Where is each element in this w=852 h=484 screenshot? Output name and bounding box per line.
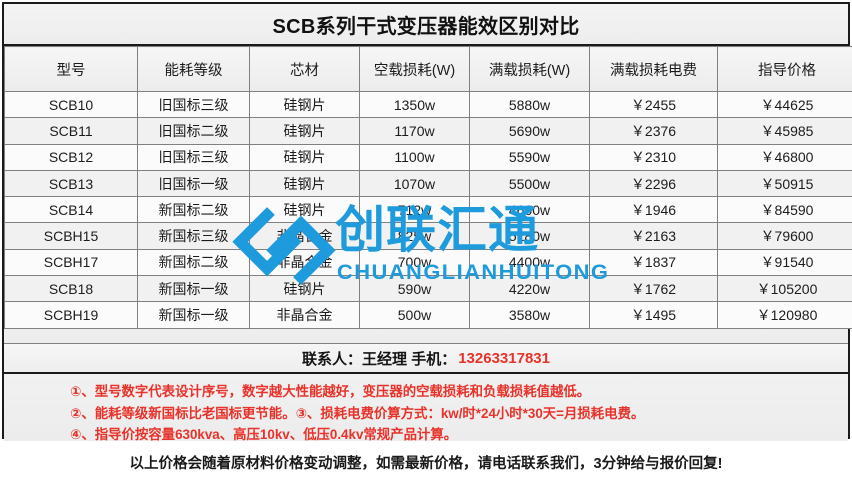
- cell-losscost: ￥2455: [589, 90, 718, 119]
- notes-block: ①、型号数字代表设计序号，数字越大性能越好，变压器的空载损耗和负载损耗值越低。 …: [4, 374, 848, 442]
- cell-model: SCB11: [4, 117, 138, 145]
- cell-price: ￥91540: [717, 248, 852, 277]
- disclaimer-text: 以上价格会随着原材料价格变动调整，如需最新价格，请电话联系我们，3分钟给与报价回…: [129, 456, 723, 472]
- cell-core: 硅钢片: [249, 90, 360, 119]
- cell-grade: 新国标二级: [137, 248, 250, 277]
- contact-label: 联系人：王经理 手机：: [302, 350, 457, 368]
- contact-row: 联系人：王经理 手机： 13263317831: [4, 343, 848, 374]
- cell-price: ￥45985: [717, 117, 852, 145]
- column-header-losscost: 满载损耗电费: [589, 46, 718, 92]
- table-row: SCB12 旧国标三级 硅钢片 1100w 5590w ￥2310 ￥46800: [4, 143, 852, 171]
- cell-grade: 旧国标二级: [137, 117, 250, 145]
- note-line-3: ④、指导价按容量630kva、高压10kv、低压0.4kv常规产品计算。: [70, 427, 458, 442]
- cell-fullload: 5590w: [469, 143, 590, 171]
- cell-price: ￥46800: [717, 143, 852, 171]
- column-header-core: 芯材: [249, 46, 360, 92]
- cell-grade: 新国标一级: [137, 301, 250, 329]
- cell-fullload: 4220w: [469, 275, 590, 303]
- cell-model: SCBH15: [4, 222, 138, 250]
- note-line-1: ①、型号数字代表设计序号，数字越大性能越好，变压器的空载损耗和负载损耗值越低。: [70, 384, 591, 399]
- cell-losscost: ￥1762: [589, 275, 718, 303]
- table-row: SCB14 新国标二级 硅钢片 712w 4660w ￥1946 ￥84590: [4, 196, 852, 224]
- note-line-2: ②、能耗等级新国标比老国标更节能。③、损耗电费价算方式：kw/时*24小时*30…: [70, 405, 645, 421]
- cell-noload: 590w: [359, 275, 470, 303]
- cell-model: SCB13: [4, 169, 138, 198]
- cell-price: ￥105200: [717, 275, 852, 303]
- specs-table-wrapper: 型号 能耗等级 芯材 空载损耗(W) 满载损耗(W) 满载损耗电费 指导价格 S…: [4, 46, 852, 329]
- cell-core: 硅钢片: [249, 117, 360, 145]
- cell-price: ￥120980: [717, 301, 852, 329]
- cell-noload: 700w: [359, 248, 470, 277]
- table-header-row: 型号 能耗等级 芯材 空载损耗(W) 满载损耗(W) 满载损耗电费 指导价格: [4, 46, 852, 92]
- cell-losscost: ￥2296: [589, 169, 718, 198]
- cell-price: ￥50915: [717, 169, 852, 198]
- table-row: SCB13 旧国标一级 硅钢片 1070w 5500w ￥2296 ￥50915: [4, 169, 852, 198]
- column-header-noload: 空载损耗(W): [359, 46, 470, 92]
- column-header-fullload: 满载损耗(W): [469, 46, 590, 92]
- cell-grade: 旧国标三级: [137, 143, 250, 171]
- cell-model: SCB12: [4, 143, 138, 171]
- table-row: SCB10 旧国标三级 硅钢片 1350w 5880w ￥2455 ￥44625: [4, 90, 852, 119]
- cell-noload: 1100w: [359, 143, 470, 171]
- cell-grade: 新国标三级: [137, 222, 250, 250]
- column-header-price: 指导价格: [717, 46, 852, 92]
- cell-core: 非晶合金: [249, 248, 360, 277]
- specs-table: 型号 能耗等级 芯材 空载损耗(W) 满载损耗(W) 满载损耗电费 指导价格 S…: [4, 46, 852, 329]
- cell-fullload: 5880w: [469, 90, 590, 119]
- cell-model: SCBH17: [4, 248, 138, 277]
- cell-losscost: ￥2163: [589, 222, 718, 250]
- cell-losscost: ￥1837: [589, 248, 718, 277]
- cell-losscost: ￥1495: [589, 301, 718, 329]
- cell-price: ￥44625: [717, 90, 852, 119]
- cell-grade: 旧国标一级: [137, 169, 250, 198]
- table-row: SCBH17 新国标二级 非晶合金 700w 4400w ￥1837 ￥9154…: [4, 248, 852, 277]
- cell-model: SCB14: [4, 196, 138, 224]
- table-frame: SCB系列干式变压器能效区别对比 型号 能耗等级 芯材 空载损耗(W) 满载损耗…: [2, 2, 852, 442]
- cell-losscost: ￥2310: [589, 143, 718, 171]
- table-row: SCB11 旧国标二级 硅钢片 1170w 5690w ￥2376 ￥45985: [4, 117, 852, 145]
- cell-core: 硅钢片: [249, 196, 360, 224]
- cell-noload: 825w: [359, 222, 470, 250]
- cell-grade: 新国标一级: [137, 275, 250, 303]
- cell-grade: 新国标二级: [137, 196, 250, 224]
- cell-fullload: 5690w: [469, 117, 590, 145]
- cell-noload: 1350w: [359, 90, 470, 119]
- cell-fullload: 3580w: [469, 301, 590, 329]
- disclaimer-row: 以上价格会随着原材料价格变动调整，如需最新价格，请电话联系我们，3分钟给与报价回…: [0, 441, 852, 484]
- cell-price: ￥84590: [717, 196, 852, 224]
- cell-fullload: 4660w: [469, 196, 590, 224]
- table-row: SCB18 新国标一级 硅钢片 590w 4220w ￥1762 ￥105200: [4, 275, 852, 303]
- table-row: SCBH15 新国标三级 非晶合金 825w 5180w ￥2163 ￥7960…: [4, 222, 852, 250]
- column-header-model: 型号: [4, 46, 138, 92]
- cell-core: 硅钢片: [249, 169, 360, 198]
- cell-model: SCB10: [4, 90, 138, 119]
- cell-fullload: 5180w: [469, 222, 590, 250]
- column-header-grade: 能耗等级: [137, 46, 250, 92]
- cell-core: 硅钢片: [249, 275, 360, 303]
- cell-grade: 旧国标三级: [137, 90, 250, 119]
- cell-losscost: ￥1946: [589, 196, 718, 224]
- title-bar: SCB系列干式变压器能效区别对比: [4, 4, 848, 46]
- cell-losscost: ￥2376: [589, 117, 718, 145]
- cell-core: 硅钢片: [249, 143, 360, 171]
- cell-noload: 1170w: [359, 117, 470, 145]
- cell-model: SCB18: [4, 275, 138, 303]
- cell-fullload: 5500w: [469, 169, 590, 198]
- cell-fullload: 4400w: [469, 248, 590, 277]
- cell-noload: 1070w: [359, 169, 470, 198]
- contact-phone[interactable]: 13263317831: [458, 349, 550, 367]
- table-row: SCBH19 新国标一级 非晶合金 500w 3580w ￥1495 ￥1209…: [4, 301, 852, 329]
- cell-core: 非晶合金: [249, 301, 360, 329]
- page-title: SCB系列干式变压器能效区别对比: [272, 15, 580, 38]
- cell-noload: 712w: [359, 196, 470, 224]
- cell-model: SCBH19: [4, 301, 138, 329]
- cell-noload: 500w: [359, 301, 470, 329]
- cell-price: ￥79600: [717, 222, 852, 250]
- cell-core: 非晶合金: [249, 222, 360, 250]
